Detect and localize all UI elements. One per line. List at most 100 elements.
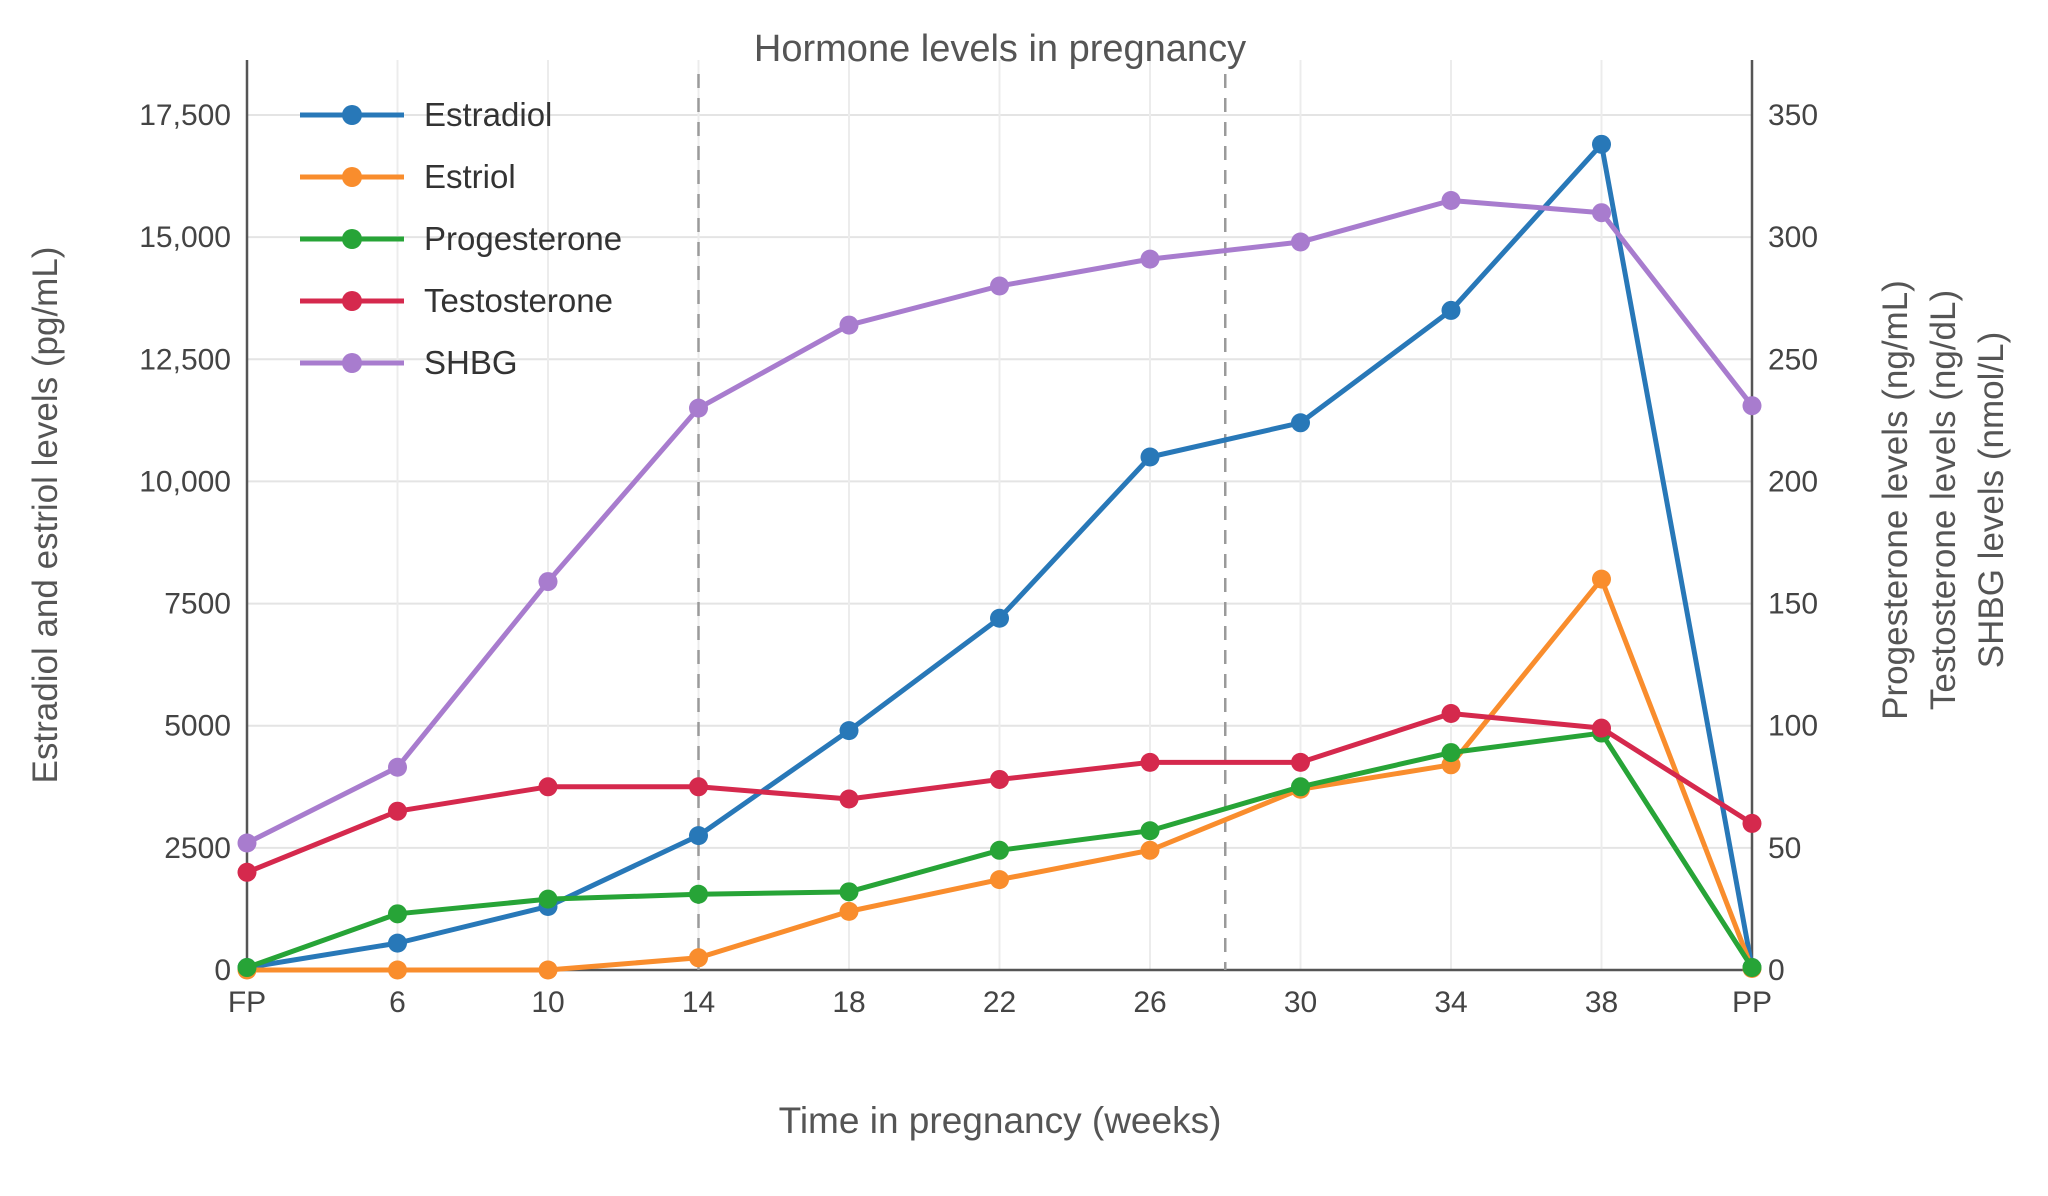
marker-testosterone [538,777,558,797]
marker-progesterone [237,958,257,978]
legend-swatch-estradiol [300,105,404,125]
marker-shbg [1742,396,1762,416]
legend-marker-estriol [342,167,362,187]
marker-shbg [538,572,558,592]
marker-testosterone [1742,813,1762,833]
marker-estradiol [689,826,708,846]
y-tick-label-right: 150 [1768,588,1818,621]
marker-testosterone [1592,718,1611,738]
y-tick-label-left: 2500 [164,832,231,865]
marker-estriol [689,948,708,968]
marker-shbg [237,833,257,853]
marker-shbg [839,315,859,335]
marker-progesterone [1140,821,1160,841]
x-tick-label: 18 [832,986,865,1019]
marker-shbg [689,398,708,418]
marker-shbg [1592,203,1611,223]
y-tick-label-right: 200 [1768,465,1818,498]
x-tick-label: 26 [1133,986,1166,1019]
legend-marker-estradiol [342,105,362,125]
marker-shbg [1291,232,1310,252]
marker-testosterone [1291,752,1310,772]
marker-estradiol [1441,300,1461,320]
y-tick-label-left: 5000 [164,710,231,743]
marker-testosterone [990,769,1009,789]
legend-swatch-progesterone [300,229,404,249]
x-tick-label: 6 [389,986,406,1019]
series-testosterone [237,704,1762,882]
marker-estriol [388,960,407,980]
marker-estriol [839,901,859,921]
marker-testosterone [689,777,708,797]
y-tick-label-right: 0 [1768,954,1785,987]
marker-progesterone [1441,743,1461,763]
marker-progesterone [388,904,407,924]
legend-item-progesterone[interactable]: Progesterone [296,208,622,270]
y-axis-title-right-shbg: SHBG levels (nmol/L) [1972,331,2011,669]
marker-progesterone [990,840,1009,860]
x-tick-label: 30 [1284,986,1317,1019]
marker-estriol [538,960,558,980]
y-axis-title-right-progesterone: Progesterone levels (ng/mL) [1876,280,1915,720]
y-axis-title-left: Estradiol and estriol levels (pg/mL) [26,246,65,784]
legend: Estradiol Estriol Progesterone Testosterone… [296,84,622,394]
legend-marker-progesterone [342,229,362,249]
legend-item-estradiol[interactable]: Estradiol [296,84,622,146]
y-tick-label-left: 0 [214,954,231,987]
y-tick-label-right: 350 [1768,99,1818,132]
marker-estriol [990,870,1009,890]
legend-swatch-estriol [300,167,404,187]
chart-title: Hormone levels in pregnancy [753,28,1247,70]
x-tick-label: 34 [1434,986,1467,1019]
x-axis-title: Time in pregnancy (weeks) [778,1100,1222,1141]
marker-shbg [1140,249,1160,269]
marker-testosterone [1441,704,1461,723]
x-tick-label: FP [228,986,266,1019]
y-tick-label-right: 100 [1768,710,1818,743]
y-tick-label-right: 300 [1768,221,1818,254]
marker-estriol [1140,840,1160,860]
y-tick-label-left: 15,000 [139,221,231,254]
legend-label-estriol: Estriol [424,158,516,195]
marker-progesterone [689,884,708,904]
marker-testosterone [237,862,257,882]
x-tick-label: 22 [983,986,1016,1019]
marker-progesterone [1742,958,1762,978]
legend-label-testosterone: Testosterone [424,282,613,319]
x-tick-label: 10 [531,986,564,1019]
series-shbg [237,191,1762,853]
marker-testosterone [388,801,407,821]
marker-progesterone [1291,777,1310,797]
marker-estradiol [1592,134,1611,154]
marker-progesterone [839,882,859,902]
y-tick-label-right: 250 [1768,343,1818,376]
marker-shbg [388,757,407,777]
marker-estradiol [1291,413,1310,433]
marker-testosterone [1140,752,1160,772]
legend-marker-shbg [342,353,362,373]
series-progesterone [237,723,1762,978]
y-axis-title-right-testosterone: Testosterone levels (ng/dL) [1924,289,1963,711]
legend-label-progesterone: Progesterone [424,220,623,257]
y-tick-label-right: 50 [1768,832,1801,865]
marker-estradiol [1140,447,1160,467]
x-tick-label: PP [1732,986,1772,1019]
marker-estradiol [990,608,1009,628]
legend-item-testosterone[interactable]: Testosterone [296,270,622,332]
legend-item-estriol[interactable]: Estriol [296,146,622,208]
marker-estradiol [839,721,859,741]
marker-shbg [1441,191,1461,210]
x-tick-label: 38 [1585,986,1618,1019]
legend-item-shbg[interactable]: SHBG [296,332,622,394]
marker-shbg [990,276,1009,296]
marker-progesterone [538,889,558,909]
series-estradiol [237,134,1762,978]
legend-swatch-testosterone [300,291,404,311]
y-tick-label-left: 7500 [164,588,231,621]
legend-label-estradiol: Estradiol [424,96,553,133]
marker-estriol [1592,569,1611,589]
y-tick-label-left: 17,500 [139,99,231,132]
y-tick-label-left: 12,500 [139,343,231,376]
marker-testosterone [839,789,859,809]
